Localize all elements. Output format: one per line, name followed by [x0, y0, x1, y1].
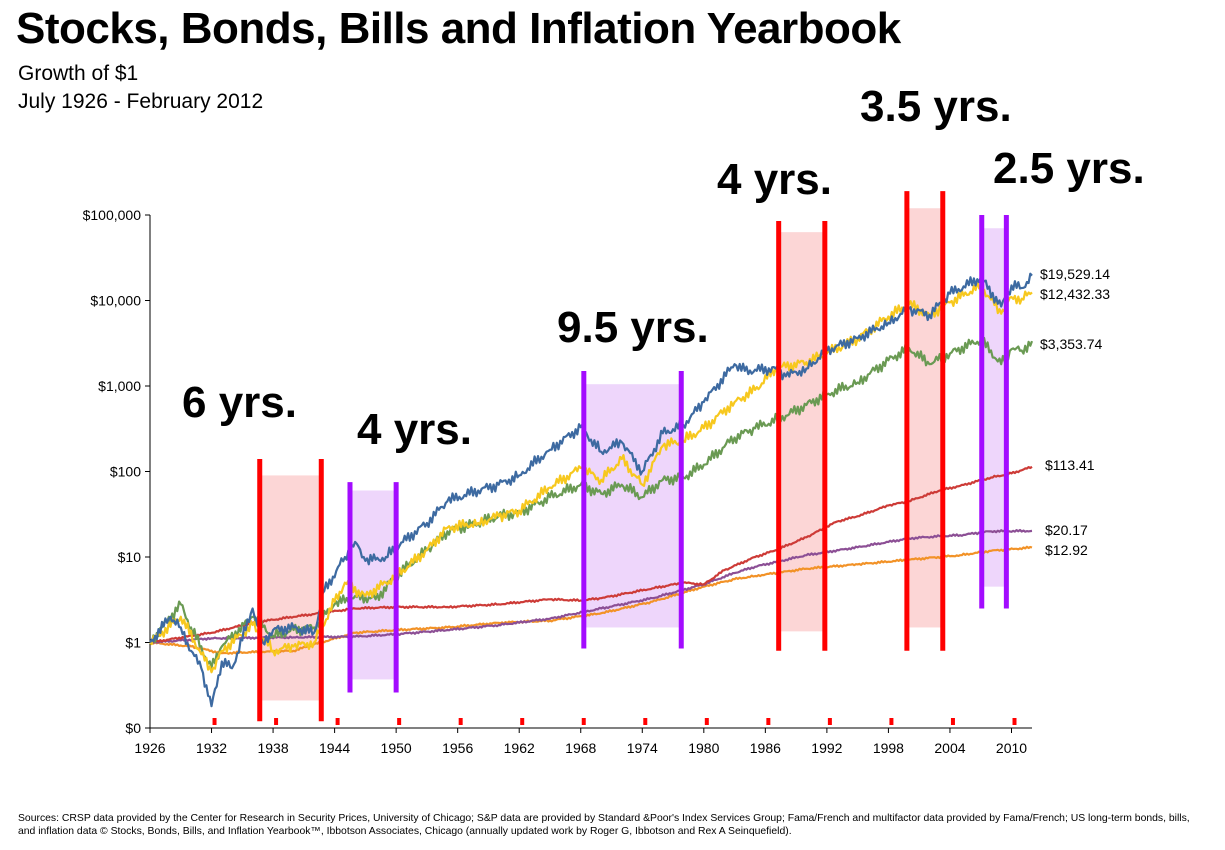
x-tick-label: 1968 [565, 740, 596, 756]
y-tick-label: $100,000 [83, 207, 142, 223]
x-tick-label: 1974 [627, 740, 658, 756]
x-tick-label: 1950 [381, 740, 412, 756]
chart-title: Stocks, Bonds, Bills and Inflation Yearb… [16, 4, 901, 53]
chart-subtitle: Growth of $1 [18, 62, 139, 85]
annotation-band [906, 208, 943, 628]
series-end-label: $113.41 [1045, 457, 1095, 473]
series-line [149, 528, 1033, 644]
series-line [149, 280, 1033, 674]
source-note: Sources: CRSP data provided by the Cente… [18, 813, 1190, 837]
annotation-label: 6 yrs. [182, 378, 297, 427]
annotation-label: 2.5 yrs. [993, 144, 1145, 193]
annotation-label: 3.5 yrs. [860, 82, 1012, 131]
annotation-band [778, 232, 825, 632]
x-tick-label: 1992 [811, 740, 842, 756]
x-tick-label: 1956 [442, 740, 473, 756]
y-tick-label: $0 [125, 720, 141, 736]
annotation-band [349, 490, 397, 680]
y-tick-label: $10,000 [90, 293, 141, 309]
annotation-band [981, 228, 1007, 587]
x-tick-label: 1932 [196, 740, 227, 756]
x-tick-label: 1938 [257, 740, 288, 756]
series-line [149, 336, 1034, 670]
y-tick-label: $10 [118, 549, 142, 565]
annotation-label: 4 yrs. [717, 155, 832, 204]
annotation-label: 4 yrs. [357, 405, 472, 454]
series-end-label: $12,432.33 [1040, 286, 1110, 302]
series-end-label: $20.17 [1045, 522, 1088, 538]
annotation-band [583, 384, 682, 628]
series-end-label: $12.92 [1045, 542, 1088, 558]
series-line [149, 465, 1033, 644]
chart-period: July 1926 - February 2012 [18, 90, 264, 113]
x-tick-label: 1962 [504, 740, 535, 756]
x-tick-label: 1986 [750, 740, 781, 756]
x-tick-label: 1926 [134, 740, 165, 756]
x-tick-label: 2010 [996, 740, 1027, 756]
y-tick-label: $1,000 [98, 378, 141, 394]
y-tick-label: $1 [125, 635, 141, 651]
x-tick-label: 2004 [934, 740, 965, 756]
annotation-label: 9.5 yrs. [557, 303, 709, 352]
x-tick-label: 1980 [688, 740, 719, 756]
series-end-label: $19,529.14 [1040, 266, 1110, 282]
series-line [149, 272, 1033, 708]
annotation-band [259, 475, 322, 701]
x-tick-label: 1944 [319, 740, 350, 756]
y-tick-label: $100 [110, 464, 141, 480]
series-end-label: $3,353.74 [1040, 336, 1102, 352]
x-tick-label: 1998 [873, 740, 904, 756]
